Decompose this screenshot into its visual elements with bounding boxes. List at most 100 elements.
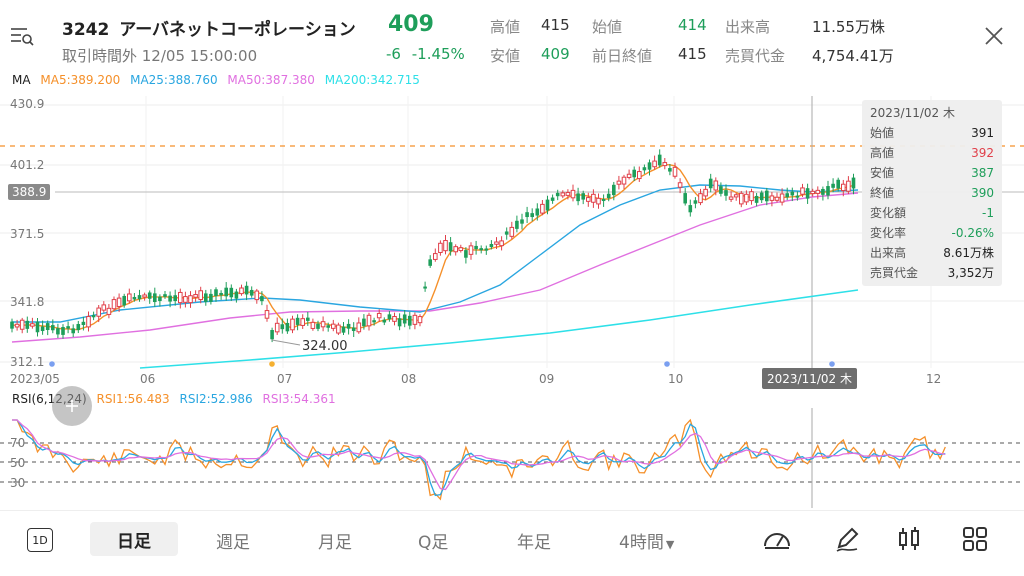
candlestick-icon[interactable] — [892, 522, 926, 556]
tooltip-row: 終値 390 — [862, 183, 1002, 203]
event-dot — [664, 361, 670, 367]
date-axis-label: 08 — [401, 372, 417, 386]
ma200-value: MA200:342.715 — [324, 73, 420, 87]
candle-body — [412, 314, 418, 325]
tab-4hour[interactable]: 4時間 ▼ — [619, 528, 674, 553]
candle-body — [198, 290, 203, 301]
tab-yearly[interactable]: 年足 — [517, 533, 551, 553]
ma5-value: MA5:389.200 — [40, 73, 121, 87]
tooltip-row: 始値 391 — [862, 123, 1002, 143]
candle-body — [417, 316, 423, 324]
rsi2-value: RSI2:52.986 — [179, 392, 253, 406]
candle-body — [672, 166, 678, 177]
candle-body — [612, 184, 616, 196]
candle-body — [40, 326, 45, 332]
candle-body — [433, 253, 438, 260]
candle-body — [372, 320, 376, 323]
candle-body — [193, 294, 198, 298]
candle-body — [306, 317, 310, 321]
candle-body — [188, 295, 193, 304]
candle-body — [351, 327, 356, 332]
candle-body — [688, 205, 693, 213]
tab-weekly[interactable]: 週足 — [216, 533, 250, 553]
crosshair-date-tag: 2023/11/02 木 — [762, 368, 857, 389]
close-icon[interactable] — [980, 22, 1008, 50]
candle-body — [30, 323, 35, 327]
candle-body — [249, 289, 254, 296]
candle-body — [708, 178, 713, 189]
candle-body — [555, 192, 560, 197]
candle-body — [408, 315, 412, 326]
date-axis-label: 06 — [140, 372, 156, 386]
gauge-icon[interactable] — [760, 522, 794, 556]
candle-body — [795, 195, 800, 198]
candle-body — [101, 304, 107, 311]
current-price-value: 388.9 — [12, 185, 47, 199]
rsi3-line — [12, 419, 946, 491]
event-dot — [49, 361, 55, 367]
candle-body — [739, 192, 744, 205]
candle-body — [270, 330, 274, 340]
candle-body — [846, 180, 851, 192]
tab-daily[interactable]: 日足 — [90, 522, 178, 556]
candle-body — [468, 245, 474, 255]
price-axis-label: 401.2 — [10, 158, 45, 172]
price-axis-label: 341.8 — [10, 295, 45, 309]
candle-body — [815, 189, 821, 194]
candle-body — [239, 287, 244, 295]
candle-body — [744, 193, 749, 203]
date-axis-label: 12 — [926, 372, 942, 386]
crosshair-date: 2023/11/02 木 — [767, 372, 852, 386]
candle-body — [290, 318, 295, 331]
tooltip-row-label: 変化率 — [870, 226, 907, 240]
stock-code: 3242 — [62, 20, 110, 40]
tab-monthly[interactable]: 月足 — [318, 533, 352, 553]
price-axis-label: 312.1 — [10, 355, 45, 369]
period-button[interactable]: 1D — [27, 528, 53, 552]
candle-body — [779, 193, 785, 203]
candle-body — [35, 321, 40, 333]
candle-body — [387, 314, 392, 320]
candle-body — [632, 169, 636, 178]
candle-body — [805, 188, 810, 199]
tab-4hour-label: 4時間 — [619, 533, 664, 553]
search-menu-icon[interactable] — [8, 22, 36, 50]
candle-body — [402, 314, 407, 324]
candle-body — [66, 326, 70, 329]
candle-body — [346, 323, 351, 329]
stat-value-open: 414 — [678, 16, 707, 34]
tab-quarterly[interactable]: Q足 — [418, 533, 449, 553]
candle-body — [163, 294, 167, 297]
stat-label-turnover: 売買代金 — [725, 47, 786, 65]
stat-value-prev-close: 415 — [678, 45, 707, 63]
session-time: 取引時間外 12/05 15:00:00 — [62, 47, 258, 65]
candle-body — [111, 299, 117, 310]
candle-body — [509, 226, 515, 237]
candle-body — [122, 295, 126, 306]
candle-body — [479, 248, 483, 251]
candle-body — [719, 186, 723, 194]
candlestick-chart[interactable] — [0, 92, 1024, 392]
rsi-chart[interactable] — [0, 408, 1024, 508]
pen-icon[interactable] — [830, 522, 864, 556]
candle-body — [106, 307, 112, 315]
candle-body — [836, 179, 840, 189]
caret-down-icon: ▼ — [665, 538, 675, 551]
candle-body — [132, 296, 137, 300]
change-value: -6 — [386, 45, 401, 63]
grid-menu-icon[interactable] — [958, 522, 992, 556]
stat-label-high: 高値 — [490, 18, 521, 36]
candle-body — [616, 180, 622, 185]
candle-body — [382, 319, 387, 323]
candle-body — [728, 196, 734, 200]
candle-body — [19, 319, 25, 330]
candle-body — [550, 197, 555, 201]
price-axis-label: 430.9 — [10, 97, 45, 111]
candle-body — [851, 177, 856, 189]
ma-legend-title: MA — [12, 73, 31, 87]
candle-body — [96, 307, 102, 317]
candle-body — [147, 292, 152, 299]
candle-body — [76, 324, 81, 331]
candle-body — [280, 324, 285, 330]
drag-handle[interactable] — [52, 386, 92, 426]
